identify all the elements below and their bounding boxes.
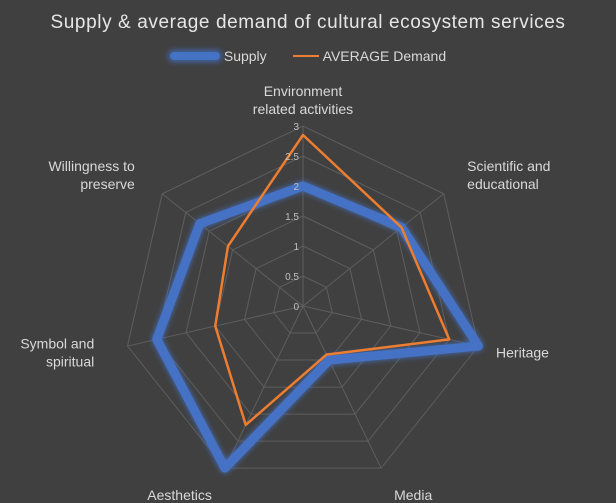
category-label: Media xyxy=(394,487,432,503)
legend-swatch-demand xyxy=(292,55,319,57)
category-label: educational xyxy=(467,176,539,192)
category-label: Symbol and xyxy=(20,336,94,352)
tick-label: 1 xyxy=(293,242,299,253)
grid-spoke xyxy=(302,305,382,469)
category-label: Scientific and xyxy=(467,158,550,174)
legend-item-supply: Supply xyxy=(169,48,267,64)
category-label: Heritage xyxy=(496,345,549,361)
grid-ring xyxy=(156,155,450,442)
legend-swatch-supply xyxy=(169,52,220,60)
legend-item-demand: AVERAGE Demand xyxy=(292,48,447,64)
grid-ring xyxy=(273,275,333,334)
category-label: Aesthetics xyxy=(147,487,212,503)
grid-ring xyxy=(126,125,480,469)
tick-label: 2 xyxy=(293,182,299,193)
category-label: Willingness to xyxy=(48,158,135,174)
tick-label: 1.5 xyxy=(285,212,299,223)
tick-label: 2.5 xyxy=(285,152,299,163)
category-label: preserve xyxy=(80,176,135,192)
tick-label: 0.5 xyxy=(285,272,299,283)
tick-label: 3 xyxy=(293,122,299,133)
tick-label: 0 xyxy=(293,302,299,313)
category-label: spiritual xyxy=(46,354,94,370)
legend-label-supply: Supply xyxy=(223,48,267,64)
grid-spoke xyxy=(224,305,304,469)
category-label: Environment xyxy=(264,83,343,99)
chart-title: Supply & average demand of cultural ecos… xyxy=(50,12,566,33)
series-supply xyxy=(152,181,483,473)
grid-ring xyxy=(185,185,421,415)
grid-spoke xyxy=(302,193,445,307)
legend-label-demand: AVERAGE Demand xyxy=(322,48,447,64)
chart-legend: Supply AVERAGE Demand xyxy=(0,48,616,64)
series-demand xyxy=(214,133,451,427)
grid-spoke xyxy=(161,193,304,307)
category-label: related activities xyxy=(253,101,353,117)
grid-ring xyxy=(243,245,363,361)
